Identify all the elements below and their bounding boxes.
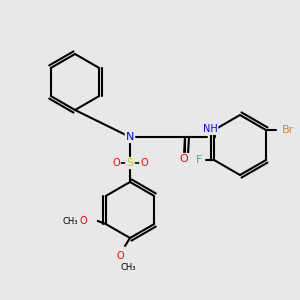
Text: Br: Br (282, 125, 294, 135)
Text: O: O (116, 251, 124, 261)
Text: S: S (126, 158, 134, 168)
Text: O: O (140, 158, 148, 168)
Text: F: F (196, 155, 202, 165)
Text: CH₃: CH₃ (62, 217, 77, 226)
Text: O: O (180, 154, 188, 164)
Text: NH: NH (202, 124, 217, 134)
Text: O: O (80, 216, 88, 226)
Text: CH₃: CH₃ (120, 263, 136, 272)
Text: N: N (126, 132, 134, 142)
Text: O: O (112, 158, 120, 168)
